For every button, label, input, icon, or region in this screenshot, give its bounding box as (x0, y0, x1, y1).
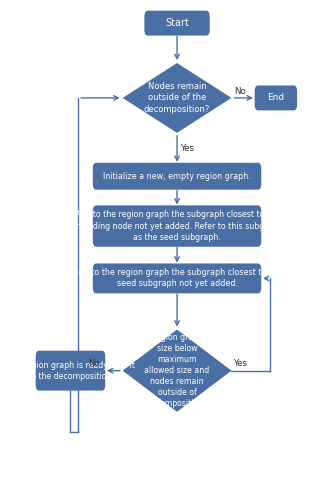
Text: Add to the region graph the subgraph closest to the
seed subgraph not yet added.: Add to the region graph the subgraph clo… (73, 268, 282, 288)
Text: Nodes remain
outside of the
decomposition?: Nodes remain outside of the decompositio… (144, 82, 210, 114)
Text: Initialize a new, empty region graph.: Initialize a new, empty region graph. (103, 172, 251, 180)
Text: This region graph is ready. Add it
to the decomposition.: This region graph is ready. Add it to th… (5, 360, 135, 380)
Text: Start: Start (165, 18, 189, 28)
Text: No: No (234, 88, 246, 96)
FancyBboxPatch shape (93, 264, 261, 294)
FancyBboxPatch shape (255, 86, 297, 110)
FancyBboxPatch shape (93, 162, 261, 190)
Text: Yes: Yes (234, 359, 248, 368)
Text: Yes: Yes (181, 144, 195, 154)
FancyBboxPatch shape (36, 350, 105, 391)
Text: Add to the region graph the subgraph closest to the
unloading node not yet added: Add to the region graph the subgraph clo… (71, 210, 283, 242)
Text: Region graph
size below
maximum
allowed size and
nodes remain
outside of
decompo: Region graph size below maximum allowed … (144, 333, 210, 408)
Text: End: End (267, 94, 284, 102)
FancyBboxPatch shape (93, 206, 261, 247)
FancyBboxPatch shape (144, 10, 210, 35)
Polygon shape (123, 63, 231, 133)
Polygon shape (123, 330, 231, 412)
Text: No: No (88, 358, 100, 368)
